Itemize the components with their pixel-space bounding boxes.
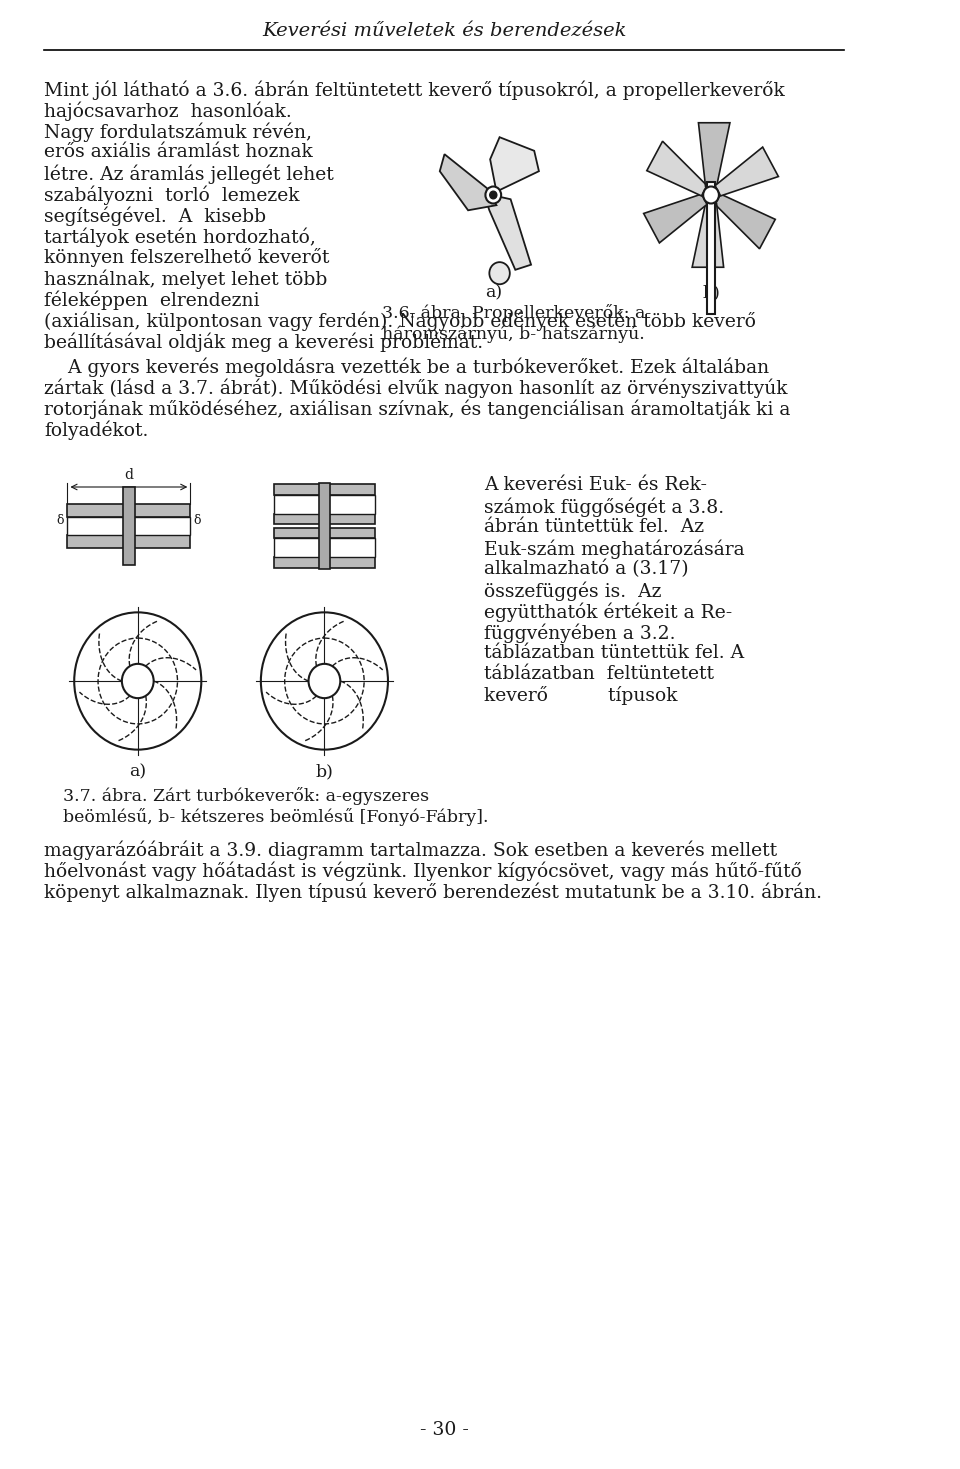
Text: erős axiális áramlást hoznak: erős axiális áramlást hoznak — [44, 142, 313, 162]
Text: b): b) — [702, 284, 720, 301]
Text: táblázatban  feltüntetett: táblázatban feltüntetett — [485, 665, 714, 683]
Text: A keverési Euk- és Rek-: A keverési Euk- és Rek- — [485, 476, 708, 494]
Text: függvényében a 3.2.: függvényében a 3.2. — [485, 623, 676, 642]
Text: d: d — [125, 467, 133, 482]
Text: használnak, melyet lehet több: használnak, melyet lehet több — [44, 269, 327, 288]
Text: a): a) — [130, 762, 146, 780]
Text: háromszárnyú, b- hatszárnyú.: háromszárnyú, b- hatszárnyú. — [382, 325, 645, 342]
Polygon shape — [491, 137, 539, 191]
Polygon shape — [274, 527, 375, 539]
Text: hőelvonást vagy hőátadást is végzünk. Ilyenkor kígyócsövet, vagy más hűtő-fűtő: hőelvonást vagy hőátadást is végzünk. Il… — [44, 862, 803, 881]
Polygon shape — [643, 194, 707, 242]
Text: (axiálisan, külpontosan vagy ferdén). Nagyobb edények esetén több keverő: (axiálisan, külpontosan vagy ferdén). Na… — [44, 311, 756, 331]
Text: zártak (lásd a 3.7. ábrát). Működési elvűk nagyon hasonlít az örvényszivattyúk: zártak (lásd a 3.7. ábrát). Működési elv… — [44, 378, 788, 398]
Polygon shape — [67, 535, 190, 548]
Text: - 30 -: - 30 - — [420, 1421, 468, 1440]
Text: beállításával oldják meg a keverési problémát.: beállításával oldják meg a keverési prob… — [44, 332, 484, 351]
Text: ábrán tüntettük fel.  Az: ábrán tüntettük fel. Az — [485, 519, 705, 536]
Text: létre. Az áramlás jellegét lehet: létre. Az áramlás jellegét lehet — [44, 165, 334, 184]
Text: Euk-szám meghatározására: Euk-szám meghatározására — [485, 539, 745, 558]
Text: könnyen felszerelhető keverőt: könnyen felszerelhető keverőt — [44, 248, 330, 267]
Circle shape — [703, 187, 719, 204]
Text: tartályok esetén hordozható,: tartályok esetén hordozható, — [44, 228, 316, 247]
Polygon shape — [123, 488, 134, 566]
Text: szabályozni  torló  lemezek: szabályozni torló lemezek — [44, 185, 300, 204]
Circle shape — [486, 187, 501, 204]
Text: Nagy fordulatszámuk révén,: Nagy fordulatszámuk révén, — [44, 122, 312, 141]
Text: a): a) — [485, 284, 502, 301]
Polygon shape — [708, 182, 714, 314]
Text: együtthatók értékeit a Re-: együtthatók értékeit a Re- — [485, 602, 732, 621]
Polygon shape — [274, 514, 375, 524]
Text: alkalmazható a (3.17): alkalmazható a (3.17) — [485, 560, 689, 579]
Text: Mint jól látható a 3.6. ábrán feltüntetett keverő típusokról, a propellerkeverők: Mint jól látható a 3.6. ábrán feltüntete… — [44, 79, 785, 100]
Text: beömlésű, b- kétszeres beömlésű [Fonyó-Fábry].: beömlésű, b- kétszeres beömlésű [Fonyó-F… — [63, 808, 489, 826]
Polygon shape — [715, 147, 779, 195]
Text: összefüggés is.  Az: összefüggés is. Az — [485, 582, 661, 601]
Text: δ: δ — [57, 514, 64, 527]
Text: b): b) — [316, 762, 333, 780]
Polygon shape — [274, 539, 375, 557]
Polygon shape — [692, 204, 724, 267]
Polygon shape — [647, 141, 707, 195]
Text: köpenyt alkalmaznak. Ilyen típusú keverő berendezést mutatunk be a 3.10. ábrán.: köpenyt alkalmaznak. Ilyen típusú keverő… — [44, 883, 823, 902]
Text: rotorjának működéséhez, axiálisan szívnak, és tangenciálisan áramoltatják ki a: rotorjának működéséhez, axiálisan szívna… — [44, 400, 791, 419]
Circle shape — [490, 191, 497, 198]
Polygon shape — [274, 495, 375, 514]
Text: magyarázóábráit a 3.9. diagramm tartalmazza. Sok esetben a keverés mellett: magyarázóábráit a 3.9. diagramm tartalma… — [44, 840, 778, 861]
Text: 3.6. ábra. Propellerkeverők: a-: 3.6. ábra. Propellerkeverők: a- — [382, 304, 652, 322]
Text: 3.7. ábra. Zárt turbókeverők: a-egyszeres: 3.7. ábra. Zárt turbókeverők: a-egyszere… — [63, 787, 429, 805]
Polygon shape — [699, 123, 730, 187]
Text: táblázatban tüntettük fel. A: táblázatban tüntettük fel. A — [485, 643, 745, 663]
Circle shape — [308, 664, 340, 698]
Text: folyadékot.: folyadékot. — [44, 420, 149, 439]
Text: Keverési műveletek és berendezések: Keverési műveletek és berendezések — [262, 22, 627, 40]
Text: számok függőségét a 3.8.: számok függőségét a 3.8. — [485, 497, 725, 517]
Polygon shape — [319, 483, 330, 569]
Text: segítségével.  A  kisebb: segítségével. A kisebb — [44, 206, 267, 226]
Circle shape — [490, 261, 510, 284]
Text: keverő          típusok: keverő típusok — [485, 686, 678, 705]
Text: féleképpen  elrendezni: féleképpen elrendezni — [44, 289, 260, 310]
Text: A gyors keverés megoldásra vezették be a turbókeverőket. Ezek általában: A gyors keverés megoldásra vezették be a… — [44, 357, 770, 376]
Text: hajócsavarhoz  hasonlóak.: hajócsavarhoz hasonlóak. — [44, 101, 292, 120]
Polygon shape — [67, 517, 190, 535]
Text: δ: δ — [194, 514, 202, 527]
Polygon shape — [715, 194, 776, 248]
Polygon shape — [484, 194, 531, 270]
Polygon shape — [67, 504, 190, 517]
Circle shape — [122, 664, 154, 698]
Polygon shape — [440, 154, 496, 210]
Polygon shape — [274, 483, 375, 495]
Polygon shape — [274, 557, 375, 569]
